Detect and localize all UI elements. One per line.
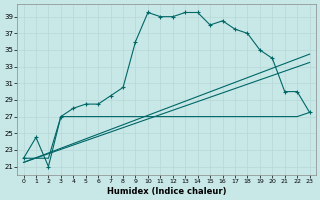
X-axis label: Humidex (Indice chaleur): Humidex (Indice chaleur) [107,187,226,196]
